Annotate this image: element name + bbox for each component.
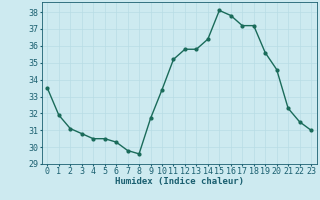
X-axis label: Humidex (Indice chaleur): Humidex (Indice chaleur)	[115, 177, 244, 186]
